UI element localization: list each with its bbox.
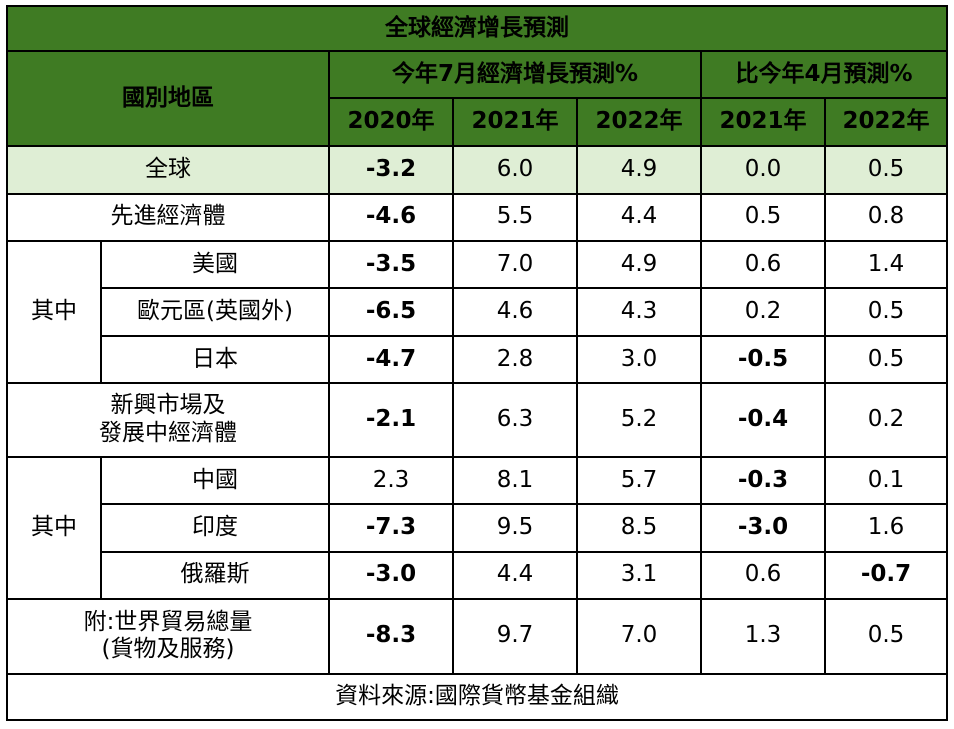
value-cell: -3.0 xyxy=(328,550,454,600)
value-cell: -4.6 xyxy=(328,192,454,242)
value-cell: -0.5 xyxy=(700,334,826,385)
value-cell: 6.0 xyxy=(452,145,578,195)
value-cell: 2.3 xyxy=(328,455,454,506)
value-cell: 4.4 xyxy=(576,192,702,242)
row-label-line: 發展中經濟體 xyxy=(99,419,237,446)
row-label-line: 新興市場及 xyxy=(110,392,226,419)
value-cell: 7.0 xyxy=(576,597,702,675)
value-cell: 5.2 xyxy=(576,382,702,458)
row-label-line: (貨物及服務) xyxy=(101,636,235,663)
value-cell: 3.1 xyxy=(576,550,702,600)
value-cell: 6.3 xyxy=(452,382,578,458)
value-cell: 4.3 xyxy=(576,287,702,337)
value-cell: -7.3 xyxy=(328,503,454,553)
value-cell: 0.5 xyxy=(823,145,949,195)
value-cell: -6.5 xyxy=(328,287,454,337)
value-cell: 0.2 xyxy=(823,382,949,458)
row-label: 俄羅斯 xyxy=(100,550,330,600)
row-label: 新興市場及 發展中經濟體 xyxy=(6,382,330,458)
row-label: 美國 xyxy=(100,239,330,290)
revision-header: 比今年4月預測% xyxy=(699,50,949,99)
table-row: 歐元區(英國外) -6.5 4.6 4.3 0.2 0.5 xyxy=(7,287,949,337)
value-cell: 9.7 xyxy=(452,597,578,675)
row-label: 中國 xyxy=(100,455,330,506)
table-row: 附:世界貿易總量 (貨物及服務) -8.3 9.7 7.0 1.3 0.5 xyxy=(6,597,949,675)
value-cell: 4.9 xyxy=(576,145,702,195)
table-row: 先進經濟體 -4.6 5.5 4.4 0.5 0.8 xyxy=(6,192,949,242)
value-cell: 8.5 xyxy=(576,503,702,553)
year-header: 2020年 xyxy=(328,96,454,148)
row-label: 附:世界貿易總量 (貨物及服務) xyxy=(6,597,330,675)
row-label: 日本 xyxy=(100,334,330,385)
value-cell: 0.2 xyxy=(700,287,826,337)
row-label: 印度 xyxy=(100,503,330,553)
value-cell: 7.0 xyxy=(452,239,578,290)
value-cell: 0.5 xyxy=(823,597,949,675)
value-cell: 0.0 xyxy=(700,145,826,195)
year-header: 2021年 xyxy=(452,96,578,148)
region-header: 國別地區 xyxy=(6,50,330,148)
table-row: 其中 美國 -3.5 7.0 4.9 0.6 1.4 xyxy=(6,239,949,385)
year-header: 2022年 xyxy=(576,96,702,148)
row-label: 先進經濟體 xyxy=(6,192,330,242)
value-cell: 0.8 xyxy=(823,192,949,242)
value-cell: 0.5 xyxy=(700,192,826,242)
table-row: 新興市場及 發展中經濟體 -2.1 6.3 5.2 -0.4 0.2 xyxy=(6,382,949,458)
value-cell: 1.6 xyxy=(823,503,949,553)
value-cell: 5.7 xyxy=(576,455,702,506)
of-which-label: 其中 xyxy=(6,239,102,385)
table-row: 日本 -4.7 2.8 3.0 -0.5 0.5 xyxy=(7,334,949,385)
value-cell: 4.9 xyxy=(576,239,702,290)
row-label: 歐元區(英國外) xyxy=(100,287,330,337)
value-cell: 5.5 xyxy=(452,192,578,242)
value-cell: 1.4 xyxy=(823,239,949,290)
source-note: 資料來源:國際貨幣基金組織 xyxy=(5,672,949,722)
value-cell: 4.4 xyxy=(452,550,578,600)
value-cell: 0.5 xyxy=(823,287,949,337)
table-row: 全球 -3.2 6.0 4.9 0.0 0.5 xyxy=(6,145,949,195)
table-row: 印度 -7.3 9.5 8.5 -3.0 1.6 xyxy=(7,503,949,553)
of-which-label: 其中 xyxy=(6,455,102,600)
value-cell: 9.5 xyxy=(452,503,578,553)
value-cell: -8.3 xyxy=(328,597,454,675)
value-cell: 2.8 xyxy=(452,334,578,385)
value-cell: 4.6 xyxy=(452,287,578,337)
table-title: 全球經濟增長預測 xyxy=(5,4,949,53)
year-header: 2021年 xyxy=(700,96,826,148)
value-cell: -0.3 xyxy=(700,455,826,506)
value-cell: 1.3 xyxy=(700,597,826,675)
value-cell: 3.0 xyxy=(576,334,702,385)
value-cell: -3.0 xyxy=(700,503,826,553)
value-cell: -2.1 xyxy=(328,382,454,458)
value-cell: 0.6 xyxy=(700,550,826,600)
year-header: 2022年 xyxy=(823,96,949,148)
current-forecast-header: 今年7月經濟增長預測% xyxy=(328,50,702,99)
value-cell: -3.2 xyxy=(328,145,454,195)
value-cell: 0.6 xyxy=(700,239,826,290)
row-label-line: 附:世界貿易總量 xyxy=(83,608,253,635)
table-row: 其中 中國 2.3 8.1 5.7 -0.3 0.1 xyxy=(6,455,949,600)
value-cell: -3.5 xyxy=(328,239,454,290)
value-cell: -0.4 xyxy=(700,382,826,458)
value-cell: 0.1 xyxy=(823,455,949,506)
row-label: 全球 xyxy=(6,145,330,195)
value-cell: -0.7 xyxy=(823,550,949,600)
table-row: 俄羅斯 -3.0 4.4 3.1 0.6 -0.7 xyxy=(7,550,949,600)
value-cell: 0.5 xyxy=(823,334,949,385)
value-cell: -4.7 xyxy=(328,334,454,385)
value-cell: 8.1 xyxy=(452,455,578,506)
growth-forecast-table: 全球經濟增長預測 國別地區 今年7月經濟增長預測% 比今年4月預測% 2020年… xyxy=(5,4,949,722)
